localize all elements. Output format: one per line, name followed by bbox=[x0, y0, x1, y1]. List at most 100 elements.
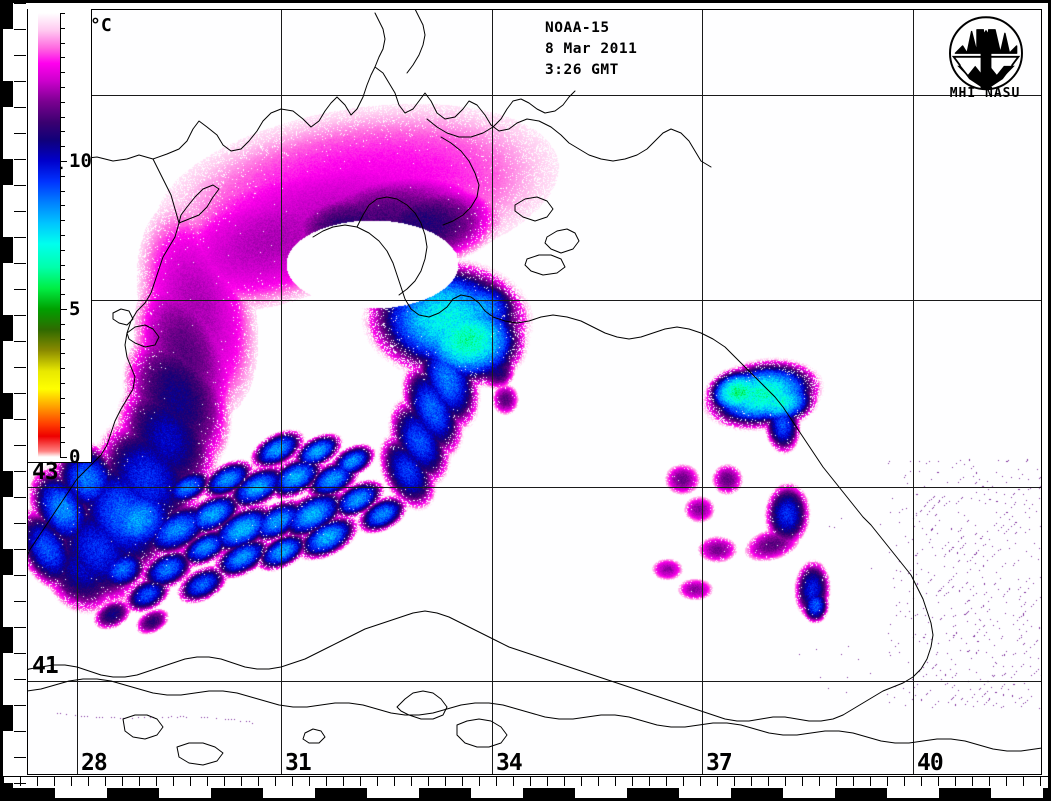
coastline-caucasus bbox=[493, 315, 933, 715]
ruler-tick bbox=[887, 776, 888, 786]
longitude-label: 31 bbox=[285, 750, 312, 776]
gridline-meridian bbox=[492, 9, 493, 775]
ruler-tick bbox=[683, 776, 684, 786]
ruler-tick bbox=[14, 81, 26, 82]
colorbar-minor-tick bbox=[60, 323, 65, 325]
colorbar-minor-tick bbox=[60, 175, 65, 177]
ruler-tick bbox=[14, 29, 26, 30]
coastline-north-west bbox=[27, 67, 711, 167]
ruler-tick bbox=[14, 185, 26, 186]
bottom-ruler-coarse bbox=[3, 786, 1048, 798]
ruler-tick bbox=[462, 776, 463, 786]
ruler-tick bbox=[394, 776, 395, 786]
ruler-tick bbox=[581, 776, 582, 786]
ruler-segment bbox=[55, 788, 107, 798]
ruler-tick bbox=[14, 393, 26, 394]
ruler-tick bbox=[734, 776, 735, 786]
ruler-tick bbox=[530, 776, 531, 786]
ruler-tick bbox=[938, 776, 939, 786]
ruler-segment bbox=[3, 705, 13, 731]
ruler-segment bbox=[3, 81, 13, 107]
latitude-label: 43 bbox=[32, 459, 59, 485]
ruler-tick bbox=[853, 776, 854, 786]
ruler-tick bbox=[14, 705, 26, 706]
colorbar-minor-tick bbox=[60, 397, 65, 399]
ruler-tick bbox=[88, 776, 89, 786]
coastline-northwest-shelf bbox=[77, 159, 219, 479]
ruler-segment bbox=[159, 788, 211, 798]
ruler-segment bbox=[523, 788, 575, 798]
ruler-tick bbox=[207, 776, 208, 786]
longitude-label: 34 bbox=[496, 750, 523, 776]
map-plot-area bbox=[27, 9, 1042, 775]
coastline-islands-inland bbox=[123, 197, 579, 765]
ruler-segment bbox=[3, 393, 13, 419]
colorbar-minor-tick bbox=[60, 13, 65, 14]
ruler-segment bbox=[1043, 788, 1048, 798]
ruler-segment bbox=[575, 788, 627, 798]
ruler-tick bbox=[615, 776, 616, 786]
sst-raster-layer bbox=[27, 9, 1042, 775]
ruler-tick bbox=[717, 776, 718, 786]
acquisition-time: 3:26 GMT bbox=[545, 62, 619, 78]
ruler-segment bbox=[3, 788, 55, 798]
colorbar-minor-tick bbox=[60, 368, 65, 370]
acquisition-date: 8 Mar 2011 bbox=[545, 41, 638, 57]
colorbar-tick-label: 10 bbox=[69, 150, 92, 172]
ruler-tick bbox=[14, 211, 26, 212]
ruler-tick bbox=[122, 776, 123, 786]
acquisition-info: NOAA-15 8 Mar 2011 3:26 GMT bbox=[545, 18, 637, 81]
ruler-tick bbox=[700, 776, 701, 786]
ruler-tick bbox=[14, 523, 26, 524]
bottom-ruler-fine bbox=[3, 776, 1048, 786]
colorbar-minor-tick bbox=[60, 427, 65, 429]
coastline-bosphorus-marmara bbox=[27, 479, 1042, 751]
colorbar-minor-tick bbox=[60, 294, 65, 296]
ruler-tick bbox=[14, 471, 26, 472]
longitude-label: 40 bbox=[917, 750, 944, 776]
ruler-segment bbox=[315, 788, 367, 798]
gridline-parallel bbox=[27, 300, 1042, 301]
ruler-tick bbox=[326, 776, 327, 786]
ruler-tick bbox=[768, 776, 769, 786]
ruler-tick bbox=[14, 341, 26, 342]
coastline-turkey-south bbox=[27, 611, 843, 721]
ruler-tick bbox=[14, 497, 26, 498]
colorbar-minor-tick bbox=[60, 279, 65, 281]
colorbar-minor-tick bbox=[60, 146, 65, 148]
ruler-segment bbox=[3, 627, 13, 653]
ruler-tick bbox=[37, 776, 38, 786]
coastline-layer bbox=[27, 9, 1042, 775]
ruler-segment bbox=[3, 653, 13, 679]
frame-left bbox=[0, 0, 3, 801]
colorbar-minor-tick bbox=[60, 72, 65, 74]
ruler-tick bbox=[14, 757, 26, 758]
ruler-segment bbox=[3, 601, 13, 627]
ruler-tick bbox=[989, 776, 990, 786]
longitude-label: 37 bbox=[706, 750, 733, 776]
frame-top bbox=[0, 0, 1051, 3]
ruler-tick bbox=[360, 776, 361, 786]
ruler-tick bbox=[224, 776, 225, 786]
ruler-tick bbox=[479, 776, 480, 786]
satellite-name: NOAA-15 bbox=[545, 20, 610, 36]
ruler-segment bbox=[3, 523, 13, 549]
longitude-label: 28 bbox=[81, 750, 108, 776]
ruler-segment bbox=[3, 289, 13, 315]
colorbar-tick-label: 5 bbox=[69, 298, 81, 320]
ruler-tick bbox=[139, 776, 140, 786]
ruler-tick bbox=[14, 653, 26, 654]
colorbar-minor-tick bbox=[60, 87, 65, 88]
ruler-tick bbox=[751, 776, 752, 786]
colorbar-minor-tick bbox=[60, 220, 65, 222]
colorbar-minor-tick bbox=[60, 190, 65, 192]
colorbar-tick-label: 0 bbox=[69, 446, 81, 468]
ruler-tick bbox=[14, 575, 26, 576]
colorbar-minor-tick bbox=[60, 412, 65, 414]
ruler-tick bbox=[14, 367, 26, 368]
coastline-azov-extra bbox=[441, 137, 479, 225]
ruler-tick bbox=[14, 445, 26, 446]
ruler-segment bbox=[731, 788, 783, 798]
frame-right bbox=[1048, 0, 1051, 801]
ruler-tick bbox=[921, 776, 922, 786]
